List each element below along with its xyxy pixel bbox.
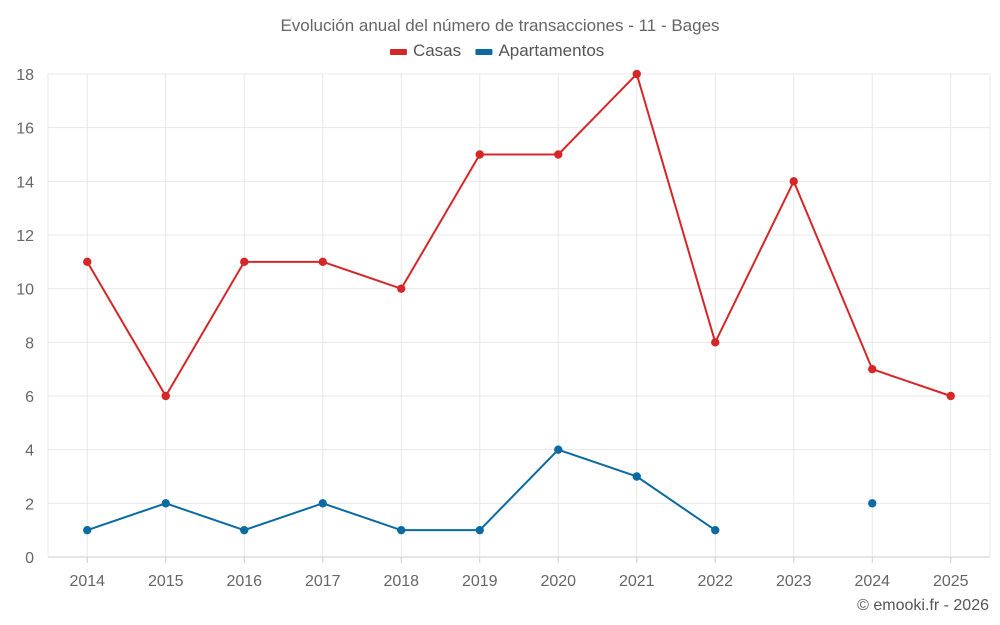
- credit-text: © emooki.fr - 2026: [857, 597, 989, 614]
- data-point-apartamentos[interactable]: [632, 472, 641, 481]
- legend: Casas Apartamentos: [389, 41, 604, 60]
- y-tick-label: 18: [16, 67, 34, 84]
- chart-title: Evolución anual del número de transaccio…: [280, 16, 719, 35]
- series-layer: [83, 69, 955, 535]
- legend-swatch-casas: [389, 49, 407, 55]
- data-point-apartamentos[interactable]: [475, 525, 484, 535]
- y-tick-label: 0: [25, 550, 34, 567]
- legend-label-casas[interactable]: Casas: [413, 41, 461, 60]
- y-tick-label: 8: [25, 335, 34, 352]
- x-axis-ticks: 2014 2015 2016 2017 2018 2019 2020 2021 2022 2023…: [69, 557, 969, 590]
- data-point-apartamentos[interactable]: [711, 525, 720, 535]
- x-tick-label: 2015: [148, 573, 184, 590]
- data-point-casas[interactable]: [946, 391, 955, 401]
- x-tick-label: 2025: [933, 573, 969, 590]
- series-line-casas: [86, 73, 952, 397]
- data-point-casas[interactable]: [789, 177, 798, 186]
- data-point-casas[interactable]: [83, 257, 92, 267]
- y-tick-label: 4: [25, 443, 34, 460]
- x-tick-label: 2022: [697, 573, 733, 590]
- x-tick-label: 2024: [854, 573, 890, 590]
- y-tick-label: 6: [25, 389, 34, 406]
- y-tick-label: 14: [16, 174, 34, 191]
- x-tick-label: 2019: [462, 573, 498, 590]
- y-tick-label: 2: [25, 496, 34, 513]
- legend-label-apartamentos[interactable]: Apartamentos: [498, 41, 604, 60]
- data-point-casas[interactable]: [632, 69, 641, 79]
- data-point-casas[interactable]: [161, 391, 170, 401]
- data-point-apartamentos[interactable]: [318, 499, 327, 508]
- legend-swatch-apartamentos: [475, 49, 493, 55]
- gridlines: [47, 73, 991, 558]
- x-tick-label: 2014: [69, 573, 105, 590]
- data-point-apartamentos[interactable]: [868, 499, 877, 508]
- x-tick-label: 2016: [226, 573, 262, 590]
- x-tick-label: 2023: [776, 573, 812, 590]
- y-tick-label: 16: [16, 121, 34, 138]
- x-tick-label: 2018: [383, 573, 419, 590]
- data-point-casas[interactable]: [397, 284, 406, 293]
- data-point-apartamentos[interactable]: [397, 525, 406, 535]
- data-point-casas[interactable]: [868, 364, 877, 374]
- y-tick-label: 12: [16, 228, 34, 245]
- x-tick-label: 2021: [619, 573, 655, 590]
- y-axis-ticks: 0 2 4 6 8 10 12 14 16 18: [16, 67, 34, 567]
- data-point-apartamentos[interactable]: [161, 499, 170, 508]
- data-point-apartamentos[interactable]: [240, 525, 249, 535]
- data-point-apartamentos[interactable]: [83, 525, 92, 535]
- x-tick-label: 2017: [305, 573, 341, 590]
- data-point-casas[interactable]: [475, 150, 484, 159]
- data-point-apartamentos[interactable]: [554, 445, 563, 454]
- y-tick-label: 10: [16, 282, 34, 299]
- data-point-casas[interactable]: [318, 257, 327, 267]
- data-point-casas[interactable]: [554, 150, 563, 159]
- data-point-casas[interactable]: [711, 338, 720, 347]
- data-point-casas[interactable]: [240, 257, 249, 267]
- x-tick-label: 2020: [540, 573, 576, 590]
